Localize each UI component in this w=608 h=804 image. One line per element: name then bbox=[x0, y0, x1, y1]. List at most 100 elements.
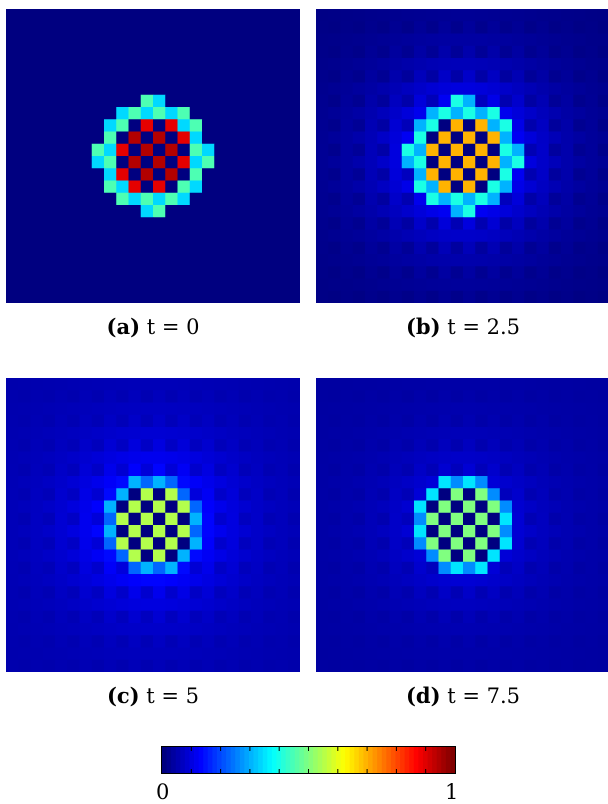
heatmap-cell-b bbox=[328, 217, 341, 230]
heatmap-cell-d bbox=[463, 402, 476, 416]
heatmap-cell-b bbox=[328, 107, 341, 120]
heatmap-cell-c bbox=[202, 586, 215, 599]
heatmap-cell-a bbox=[251, 82, 264, 96]
heatmap-cell-c bbox=[189, 476, 203, 489]
heatmap-cell-d bbox=[426, 488, 439, 501]
heatmap-cell-a bbox=[42, 45, 56, 59]
heatmap-cell-a bbox=[67, 254, 80, 267]
heatmap-cell-a bbox=[140, 278, 154, 292]
heatmap-cell-d bbox=[426, 537, 439, 550]
heatmap-cell-b bbox=[401, 119, 415, 132]
heatmap-cell-a bbox=[79, 94, 93, 108]
heatmap-cell-d bbox=[512, 463, 525, 477]
caption-c: (c) t = 5 bbox=[6, 684, 300, 709]
heatmap-cell-c bbox=[55, 512, 68, 526]
heatmap-cell-a bbox=[79, 266, 93, 279]
heatmap-cell-b bbox=[438, 156, 452, 169]
heatmap-cell-a bbox=[140, 21, 154, 34]
heatmap-cell-a bbox=[189, 254, 203, 267]
heatmap-cell-c bbox=[263, 390, 276, 403]
heatmap-cell-c bbox=[128, 549, 142, 563]
colorbar-segment bbox=[400, 747, 406, 773]
heatmap-cell-c bbox=[263, 635, 276, 648]
heatmap-cell-d bbox=[585, 574, 599, 587]
heatmap-cell-b bbox=[414, 131, 427, 145]
heatmap-cell-d bbox=[414, 586, 427, 599]
heatmap-cell-d bbox=[463, 451, 476, 465]
heatmap-cell-d bbox=[512, 659, 525, 672]
heatmap-cell-d bbox=[340, 647, 354, 661]
heatmap-cell-d bbox=[377, 488, 390, 501]
heatmap-cell-d bbox=[340, 488, 354, 501]
heatmap-cell-c bbox=[202, 574, 215, 587]
heatmap-cell-a bbox=[251, 290, 264, 303]
heatmap-cell-d bbox=[377, 525, 390, 538]
heatmap-cell-c bbox=[238, 623, 252, 636]
heatmap-cell-d bbox=[438, 488, 452, 501]
heatmap-cell-a bbox=[214, 254, 227, 267]
heatmap-cell-b bbox=[316, 119, 329, 132]
heatmap-cell-a bbox=[202, 119, 215, 132]
heatmap-cell-c bbox=[55, 647, 68, 661]
heatmap-cell-c bbox=[226, 390, 240, 403]
heatmap-cell-c bbox=[67, 549, 80, 563]
heatmap-cell-b bbox=[352, 143, 366, 157]
heatmap-cell-d bbox=[352, 451, 366, 465]
heatmap-cell-d bbox=[548, 427, 562, 440]
heatmap-cell-b bbox=[365, 82, 378, 96]
heatmap-cell-d bbox=[438, 378, 452, 391]
heatmap-cell-b bbox=[512, 192, 525, 206]
heatmap-cell-a bbox=[79, 119, 93, 132]
heatmap-cell-b bbox=[328, 168, 341, 181]
heatmap-cell-b bbox=[585, 119, 599, 132]
heatmap-cell-b bbox=[475, 9, 488, 22]
heatmap-cell-d bbox=[401, 525, 415, 538]
heatmap-cell-d bbox=[561, 512, 574, 526]
heatmap-cell-d bbox=[499, 451, 513, 465]
heatmap-cell-d bbox=[573, 574, 586, 587]
heatmap-cell-c bbox=[140, 476, 154, 489]
heatmap-cell-b bbox=[414, 156, 427, 169]
heatmap-cell-c bbox=[214, 390, 227, 403]
heatmap-cell-c bbox=[140, 623, 154, 636]
heatmap-cell-b bbox=[352, 241, 366, 255]
heatmap-cell-a bbox=[214, 131, 227, 145]
heatmap-cell-c bbox=[287, 414, 300, 428]
heatmap-cell-c bbox=[6, 525, 19, 538]
heatmap-cell-b bbox=[377, 9, 390, 22]
heatmap-cell-a bbox=[6, 266, 19, 279]
heatmap-cell-b bbox=[463, 278, 476, 292]
heatmap-cell-d bbox=[450, 512, 464, 526]
heatmap-cell-a bbox=[287, 192, 300, 206]
colorbar-segment bbox=[317, 747, 323, 773]
heatmap-cell-c bbox=[251, 414, 264, 428]
heatmap-cell-d bbox=[340, 402, 354, 416]
heatmap-cell-c bbox=[104, 414, 117, 428]
heatmap-cell-b bbox=[401, 21, 415, 34]
heatmap-cell-a bbox=[165, 58, 178, 71]
heatmap-cell-d bbox=[450, 610, 464, 624]
heatmap-cell-c bbox=[104, 561, 117, 575]
heatmap-cell-a bbox=[18, 119, 31, 132]
heatmap-cell-d bbox=[585, 598, 599, 612]
heatmap-cell-b bbox=[487, 94, 501, 108]
heatmap-cell-c bbox=[165, 414, 178, 428]
heatmap-cell-d bbox=[316, 463, 329, 477]
heatmap-cell-b bbox=[365, 168, 378, 181]
heatmap-cell-d bbox=[597, 463, 608, 477]
colorbar-segment bbox=[294, 747, 300, 773]
heatmap-cell-a bbox=[79, 45, 93, 59]
heatmap-cell-b bbox=[475, 33, 488, 47]
heatmap-cell-c bbox=[202, 537, 215, 550]
heatmap-cell-b bbox=[328, 45, 341, 59]
heatmap-cell-d bbox=[414, 574, 427, 587]
heatmap-cell-a bbox=[55, 180, 68, 194]
heatmap-cell-b bbox=[463, 82, 476, 96]
colorbar-segment bbox=[313, 747, 319, 773]
heatmap-cell-a bbox=[30, 254, 44, 267]
heatmap-cell-d bbox=[414, 378, 427, 391]
heatmap-cell-a bbox=[263, 205, 276, 218]
heatmap-cell-b bbox=[414, 241, 427, 255]
heatmap-cell-a bbox=[226, 290, 240, 303]
heatmap-cell-a bbox=[140, 131, 154, 145]
